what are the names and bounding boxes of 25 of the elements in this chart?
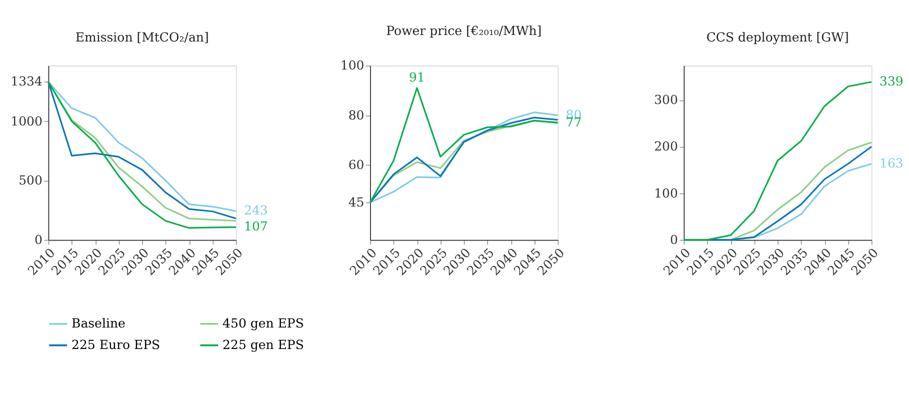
y-tick-label: 60: [348, 157, 364, 172]
y-tick-label: 1334: [10, 74, 42, 89]
data-label: 243: [244, 202, 268, 218]
y-tick-label: 45: [348, 194, 364, 210]
chart-title: Emission [MtCO₂/an]: [75, 29, 209, 44]
y-tick-label: 300: [654, 92, 678, 108]
chart-title: Power price [€₂₀₁₀/MWh]: [386, 23, 542, 38]
y-tick-label: 80: [348, 107, 364, 122]
chart-title: CCS deployment [GW]: [706, 29, 849, 44]
y-tick-label: 200: [654, 138, 678, 154]
data-label: 339: [880, 73, 904, 88]
y-tick-label: 100: [654, 185, 678, 200]
line-series: [369, 87, 559, 204]
legend-label: 225 Euro EPS: [72, 336, 160, 352]
y-tick-label: 500: [18, 172, 42, 188]
y-tick-label: 0: [34, 232, 43, 247]
data-label: 163: [880, 155, 904, 170]
data-label: 91: [409, 70, 425, 85]
legend-label: Baseline: [72, 315, 126, 330]
y-tick-label: 0: [670, 232, 678, 247]
y-tick-label: 100: [340, 58, 364, 73]
data-label: 107: [244, 218, 268, 234]
y-tick-label: 1000: [10, 113, 42, 128]
legend-label: 450 gen EPS: [222, 315, 304, 330]
legend-label: 225 gen EPS: [222, 336, 304, 352]
